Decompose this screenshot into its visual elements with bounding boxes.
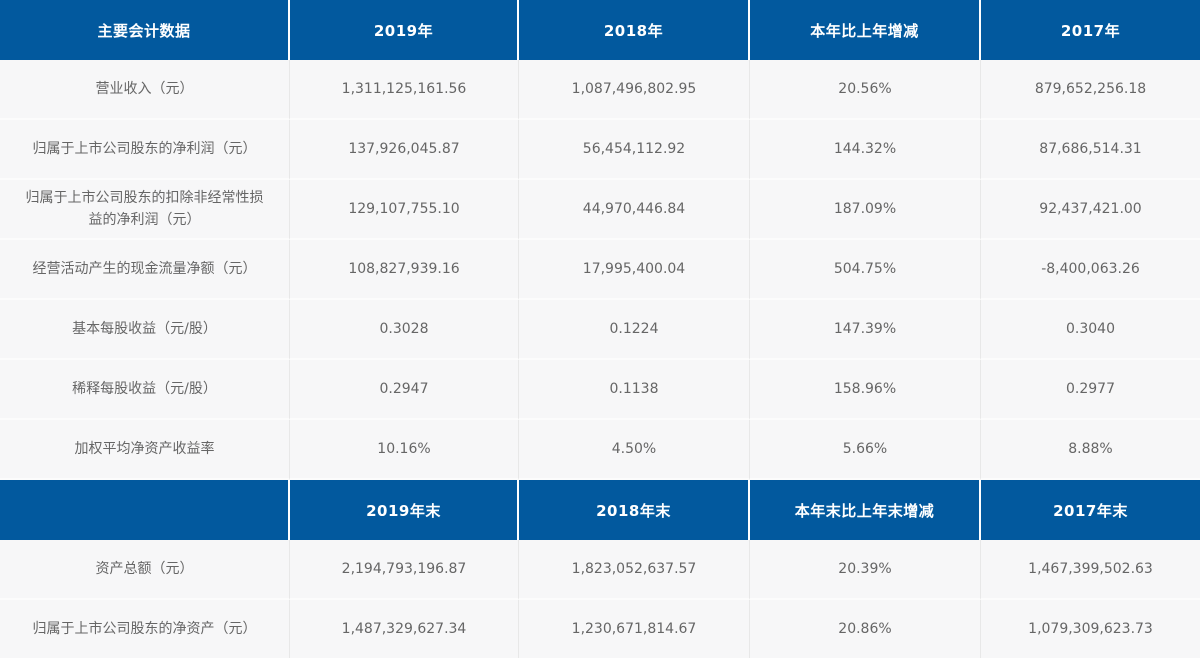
row-label: 经营活动产生的现金流量净额（元） xyxy=(0,240,290,300)
column-header-yearend-change: 本年末比上年末增减 xyxy=(750,480,981,540)
cell-value: 10.16% xyxy=(290,420,519,480)
cell-value: 108,827,939.16 xyxy=(290,240,519,300)
cell-value: 17,995,400.04 xyxy=(519,240,750,300)
table-row-net-profit-excl-nonrecurring: 归属于上市公司股东的扣除非经常性损益的净利润（元） 129,107,755.10… xyxy=(0,180,1200,240)
row-label: 归属于上市公司股东的净利润（元） xyxy=(0,120,290,180)
column-header-main-data: 主要会计数据 xyxy=(0,0,290,60)
table-row-net-profit: 归属于上市公司股东的净利润（元） 137,926,045.87 56,454,1… xyxy=(0,120,1200,180)
cell-value: 56,454,112.92 xyxy=(519,120,750,180)
cell-value: 1,079,309,623.73 xyxy=(981,600,1200,658)
column-header-2019: 2019年 xyxy=(290,0,519,60)
cell-value: 87,686,514.31 xyxy=(981,120,1200,180)
cell-value: 20.39% xyxy=(750,540,981,600)
cell-value: 2,194,793,196.87 xyxy=(290,540,519,600)
column-header-2017: 2017年 xyxy=(981,0,1200,60)
column-header-yoy-change: 本年比上年增减 xyxy=(750,0,981,60)
cell-value: 1,823,052,637.57 xyxy=(519,540,750,600)
table-row-basic-eps: 基本每股收益（元/股） 0.3028 0.1224 147.39% 0.3040 xyxy=(0,300,1200,360)
table-row-total-assets: 资产总额（元） 2,194,793,196.87 1,823,052,637.5… xyxy=(0,540,1200,600)
cell-value: 8.88% xyxy=(981,420,1200,480)
table-row-diluted-eps: 稀释每股收益（元/股） 0.2947 0.1138 158.96% 0.2977 xyxy=(0,360,1200,420)
cell-value: 147.39% xyxy=(750,300,981,360)
column-header-2018: 2018年 xyxy=(519,0,750,60)
cell-value: 0.3040 xyxy=(981,300,1200,360)
cell-value: 187.09% xyxy=(750,180,981,240)
table-row-net-assets: 归属于上市公司股东的净资产（元） 1,487,329,627.34 1,230,… xyxy=(0,600,1200,658)
table-row-revenue: 营业收入（元） 1,311,125,161.56 1,087,496,802.9… xyxy=(0,60,1200,120)
cell-value: 0.1224 xyxy=(519,300,750,360)
row-label: 营业收入（元） xyxy=(0,60,290,120)
cell-value: 129,107,755.10 xyxy=(290,180,519,240)
cell-value: 0.3028 xyxy=(290,300,519,360)
row-label: 加权平均净资产收益率 xyxy=(0,420,290,480)
row-label: 归属于上市公司股东的扣除非经常性损益的净利润（元） xyxy=(0,180,290,240)
cell-value: 20.56% xyxy=(750,60,981,120)
row-label: 归属于上市公司股东的净资产（元） xyxy=(0,600,290,658)
column-header-blank xyxy=(0,480,290,540)
column-header-2019-end: 2019年末 xyxy=(290,480,519,540)
cell-value: 1,311,125,161.56 xyxy=(290,60,519,120)
cell-value: 1,230,671,814.67 xyxy=(519,600,750,658)
column-header-2018-end: 2018年末 xyxy=(519,480,750,540)
cell-value: 137,926,045.87 xyxy=(290,120,519,180)
cell-value: 504.75% xyxy=(750,240,981,300)
cell-value: 5.66% xyxy=(750,420,981,480)
cell-value: 0.2977 xyxy=(981,360,1200,420)
cell-value: -8,400,063.26 xyxy=(981,240,1200,300)
cell-value: 44,970,446.84 xyxy=(519,180,750,240)
cell-value: 144.32% xyxy=(750,120,981,180)
cell-value: 4.50% xyxy=(519,420,750,480)
cell-value: 0.1138 xyxy=(519,360,750,420)
row-label: 资产总额（元） xyxy=(0,540,290,600)
row-label: 稀释每股收益（元/股） xyxy=(0,360,290,420)
table-row-operating-cash-flow: 经营活动产生的现金流量净额（元） 108,827,939.16 17,995,4… xyxy=(0,240,1200,300)
row-label: 基本每股收益（元/股） xyxy=(0,300,290,360)
table-row-weighted-avg-roe: 加权平均净资产收益率 10.16% 4.50% 5.66% 8.88% xyxy=(0,420,1200,480)
cell-value: 20.86% xyxy=(750,600,981,658)
cell-value: 158.96% xyxy=(750,360,981,420)
year-end-header-row: 2019年末 2018年末 本年末比上年末增减 2017年末 xyxy=(0,480,1200,540)
cell-value: 92,437,421.00 xyxy=(981,180,1200,240)
cell-value: 1,467,399,502.63 xyxy=(981,540,1200,600)
cell-value: 1,087,496,802.95 xyxy=(519,60,750,120)
annual-header-row: 主要会计数据 2019年 2018年 本年比上年增减 2017年 xyxy=(0,0,1200,60)
column-header-2017-end: 2017年末 xyxy=(981,480,1200,540)
cell-value: 0.2947 xyxy=(290,360,519,420)
cell-value: 879,652,256.18 xyxy=(981,60,1200,120)
cell-value: 1,487,329,627.34 xyxy=(290,600,519,658)
